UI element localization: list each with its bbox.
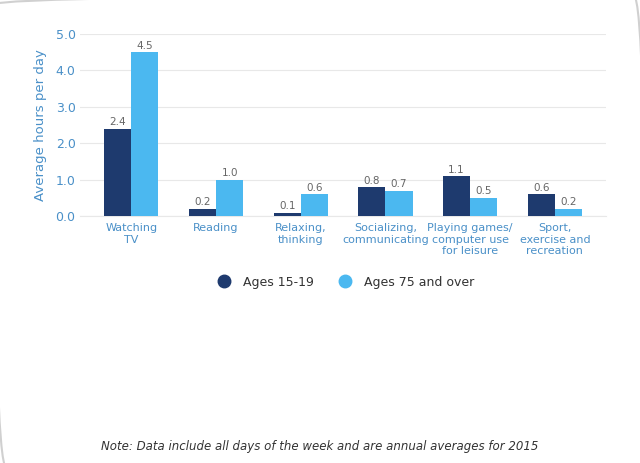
Bar [358, 187, 385, 216]
Bar [555, 209, 582, 216]
Bar [528, 194, 555, 216]
Text: 4.5: 4.5 [136, 41, 153, 50]
Text: 2.4: 2.4 [109, 117, 126, 127]
Bar [301, 194, 328, 216]
Text: 0.6: 0.6 [533, 183, 550, 193]
Bar [385, 191, 413, 216]
Y-axis label: Average hours per day: Average hours per day [34, 49, 47, 201]
Text: Note: Data include all days of the week and are annual averages for 2015: Note: Data include all days of the week … [101, 440, 539, 453]
Text: 0.1: 0.1 [279, 201, 296, 211]
Text: 0.6: 0.6 [306, 183, 323, 193]
Text: 0.2: 0.2 [560, 197, 577, 207]
Text: 0.5: 0.5 [476, 187, 492, 196]
Bar [131, 52, 159, 216]
Text: 0.8: 0.8 [364, 175, 380, 186]
Bar [216, 180, 243, 216]
Text: 0.7: 0.7 [391, 179, 407, 189]
Text: 0.2: 0.2 [195, 197, 211, 207]
Bar [189, 209, 216, 216]
Bar [274, 213, 301, 216]
Bar [104, 129, 131, 216]
Bar [443, 176, 470, 216]
Text: 1.0: 1.0 [221, 168, 238, 178]
Legend: Ages 15-19, Ages 75 and over: Ages 15-19, Ages 75 and over [207, 271, 479, 294]
Bar [470, 198, 497, 216]
Text: 1.1: 1.1 [448, 165, 465, 175]
